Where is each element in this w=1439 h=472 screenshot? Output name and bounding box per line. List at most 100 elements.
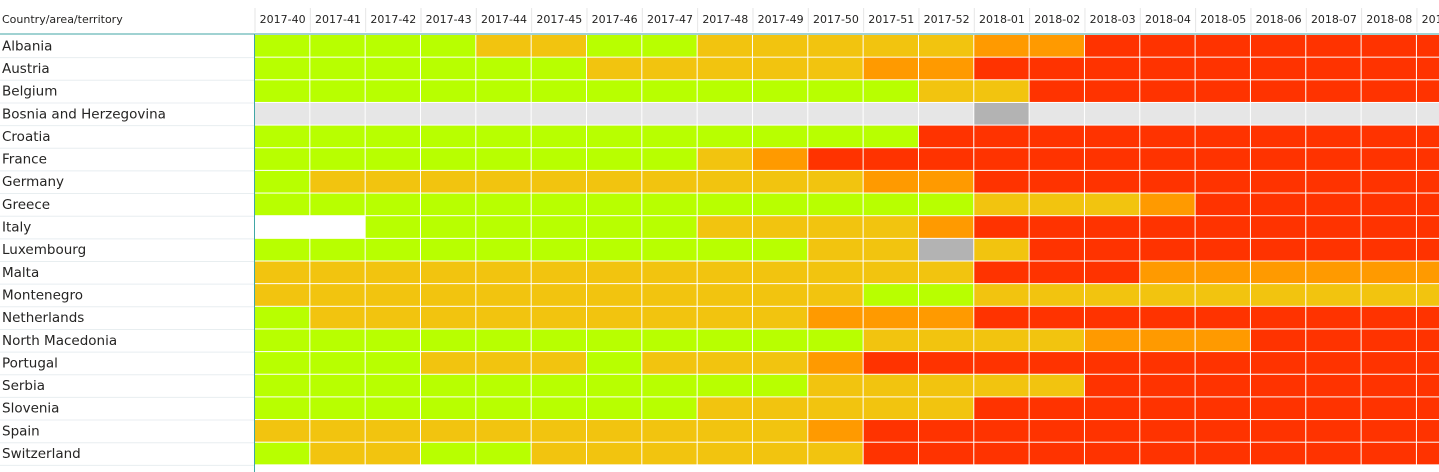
heat-cell [420, 352, 476, 374]
heat-cell [531, 261, 586, 284]
heat-cell [1195, 125, 1250, 148]
heat-cell [255, 238, 310, 261]
heat-cell [808, 102, 863, 125]
heat-cell [918, 397, 974, 420]
heat-cell [310, 238, 365, 261]
heat-cell [752, 329, 808, 352]
heat-cell [1416, 442, 1439, 465]
heat-cell [1140, 193, 1195, 216]
heat-cell [420, 80, 476, 102]
heat-cell [586, 420, 642, 442]
heat-cell [697, 374, 752, 397]
heat-cell [1250, 238, 1306, 261]
heat-cell [531, 102, 586, 125]
heat-cell [1250, 216, 1306, 238]
heat-cell [420, 238, 476, 261]
heat-cell [808, 57, 863, 80]
heat-cell [1084, 125, 1140, 148]
heat-cell [365, 80, 420, 102]
heat-cell [1084, 193, 1140, 216]
heat-cell [1361, 102, 1416, 125]
heat-cell [918, 148, 974, 170]
heat-cell [1195, 170, 1250, 193]
heat-cell [918, 80, 974, 102]
heat-cell [1084, 352, 1140, 374]
row-label: Albania [2, 38, 52, 54]
heat-cell [1416, 306, 1439, 329]
row-label: Italy [2, 220, 31, 236]
heat-cell [697, 80, 752, 102]
heat-cell [1306, 170, 1361, 193]
heat-cell [1250, 374, 1306, 397]
heat-cell [1306, 397, 1361, 420]
heat-cell [1306, 148, 1361, 170]
heat-cell [586, 238, 642, 261]
heat-cell [476, 397, 531, 420]
heat-cell [1140, 125, 1195, 148]
heat-cell [1250, 57, 1306, 80]
heat-cell [420, 193, 476, 216]
heat-cell [918, 442, 974, 465]
heat-cell [1250, 102, 1306, 125]
heat-cell [1306, 420, 1361, 442]
heat-cell [1140, 148, 1195, 170]
heat-cell [255, 148, 310, 170]
heat-cell [808, 397, 863, 420]
heat-cell [918, 329, 974, 352]
heat-cell [1140, 238, 1195, 261]
heat-cell [420, 216, 476, 238]
heat-cell [255, 420, 310, 442]
heat-cell [1361, 261, 1416, 284]
heat-cell [974, 125, 1029, 148]
heat-cell [1084, 102, 1140, 125]
heat-cell [1416, 374, 1439, 397]
heat-cell [531, 397, 586, 420]
heat-cell [365, 284, 420, 306]
heat-cell [1250, 442, 1306, 465]
row-label: Croatia [2, 129, 51, 145]
heat-cell [586, 216, 642, 238]
heat-cell [974, 284, 1029, 306]
heat-cell [255, 57, 310, 80]
heat-cell [586, 261, 642, 284]
row-label: Belgium [2, 84, 57, 100]
heat-cell [531, 442, 586, 465]
heat-cell [420, 442, 476, 465]
heat-cell [476, 193, 531, 216]
heat-cell [476, 80, 531, 102]
heat-cell [752, 35, 808, 57]
heat-cell [476, 35, 531, 57]
heat-cell [974, 216, 1029, 238]
heat-cell [531, 420, 586, 442]
column-header: 2018-01 [979, 13, 1025, 26]
heat-cell [1195, 261, 1250, 284]
heat-cell [365, 420, 420, 442]
heat-cell [697, 284, 752, 306]
heat-cell [752, 261, 808, 284]
heat-cell [808, 193, 863, 216]
heat-cell [310, 306, 365, 329]
heat-cell [586, 352, 642, 374]
heat-cell [1306, 261, 1361, 284]
heat-cell [310, 193, 365, 216]
heat-cell [476, 125, 531, 148]
heat-cell [1416, 352, 1439, 374]
row-label: Netherlands [2, 310, 84, 326]
row-label: Luxembourg [2, 242, 86, 258]
heat-cell [863, 352, 918, 374]
heat-cell [420, 284, 476, 306]
heat-cell [1029, 238, 1084, 261]
row-label: Montenegro [2, 287, 83, 303]
heat-cell [1084, 442, 1140, 465]
heat-cell [642, 261, 697, 284]
heat-cell [310, 374, 365, 397]
column-header: 2018-04 [1145, 13, 1191, 26]
heat-cell [1140, 420, 1195, 442]
heat-cell [420, 102, 476, 125]
heat-cell [697, 352, 752, 374]
heat-cell [863, 238, 918, 261]
heat-cell [697, 148, 752, 170]
heat-cell [1029, 193, 1084, 216]
heat-cell [1416, 261, 1439, 284]
